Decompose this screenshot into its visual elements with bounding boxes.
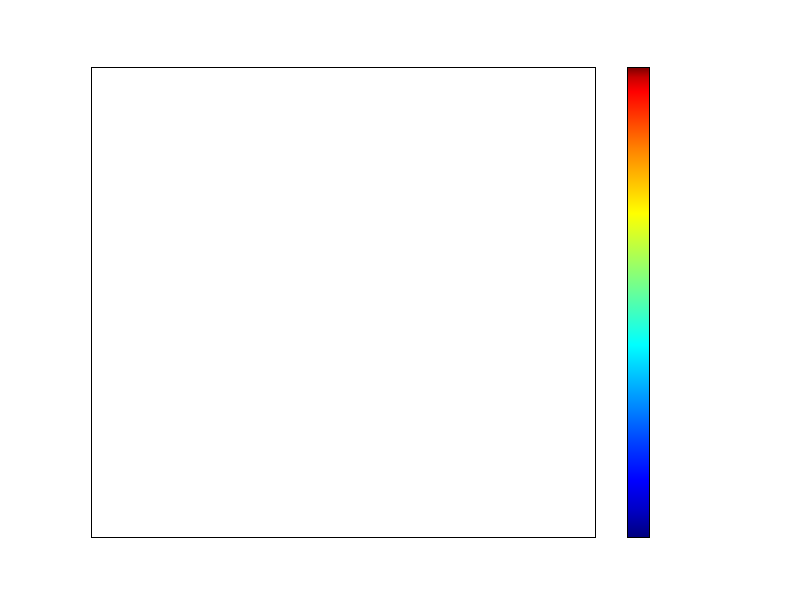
colorbar xyxy=(627,67,650,538)
plot-axes xyxy=(91,67,596,538)
scatter-plot-canvas xyxy=(92,68,595,537)
